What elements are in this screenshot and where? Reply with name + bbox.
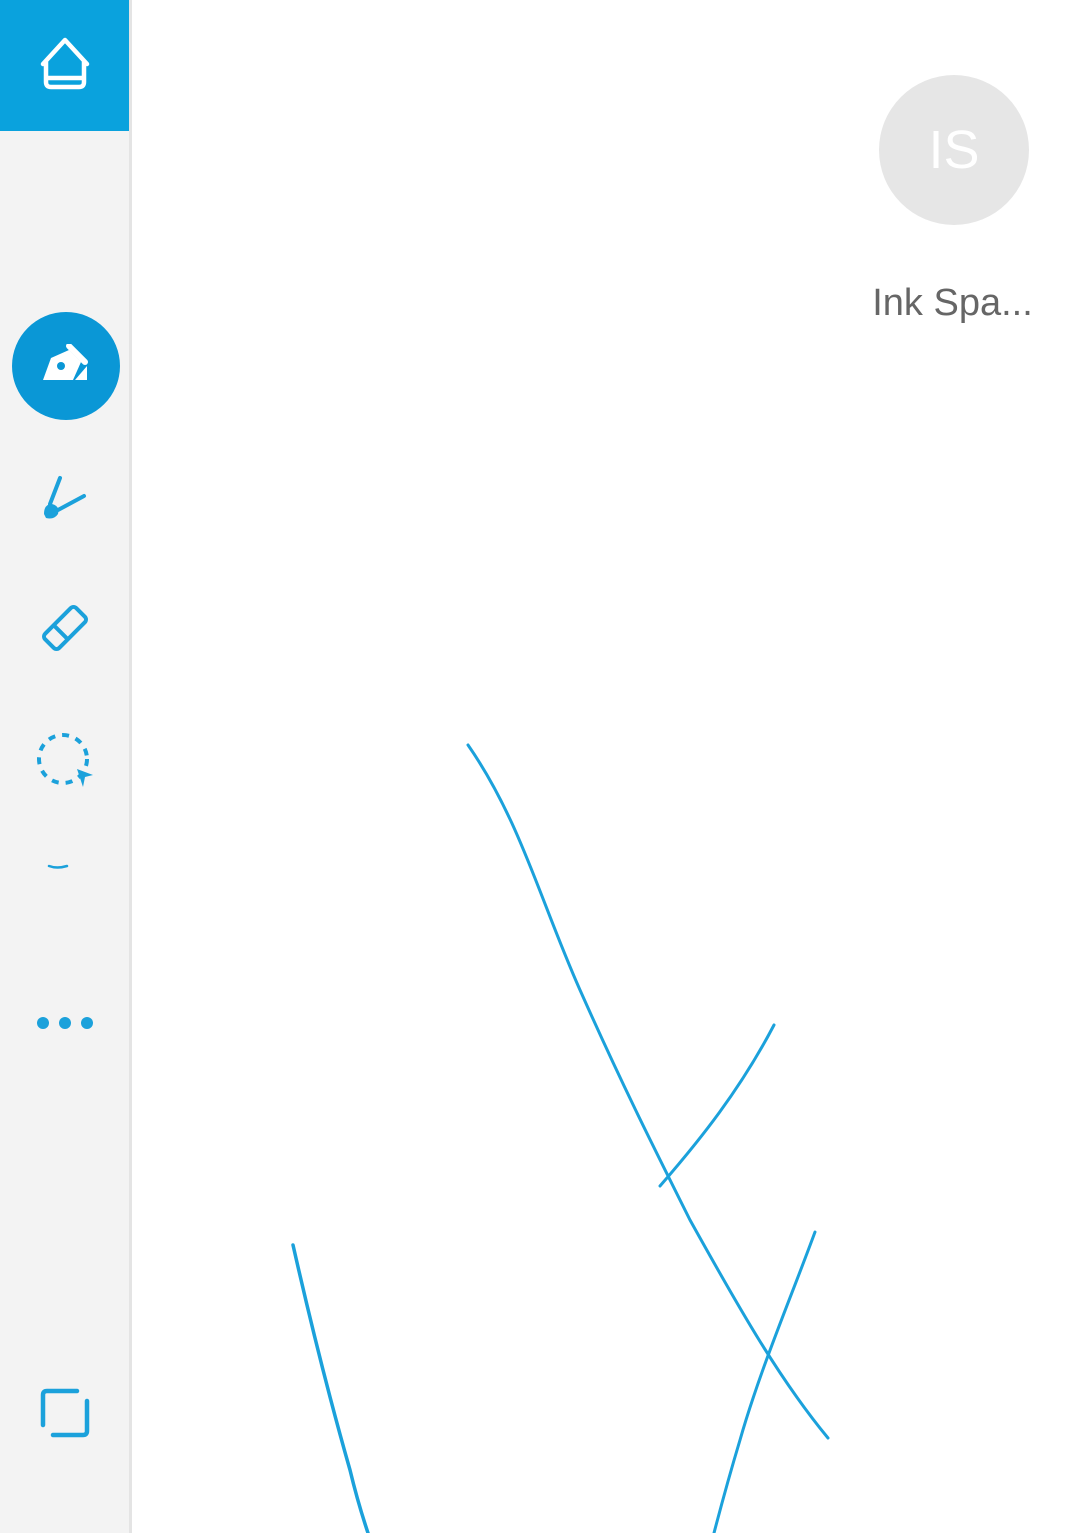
more-dots-icon <box>35 1015 95 1036</box>
home-button[interactable] <box>0 0 129 131</box>
eraser-icon <box>37 600 93 661</box>
fit-screen-button[interactable] <box>0 1380 129 1450</box>
stroke-preview-icon <box>45 859 85 877</box>
lasso-select-tool-button[interactable] <box>0 728 129 798</box>
more-button[interactable] <box>0 1005 129 1045</box>
drawing-canvas[interactable] <box>132 0 1080 1533</box>
lasso-select-icon <box>35 731 95 796</box>
fit-screen-icon <box>37 1385 93 1446</box>
home-icon <box>40 36 90 95</box>
notebook-title: Ink Spa... <box>872 282 1033 324</box>
eraser-tool-button[interactable] <box>0 595 129 665</box>
pen-color-indicator[interactable] <box>0 860 129 876</box>
highlighter-tool-button[interactable] <box>0 465 129 535</box>
avatar-initials: IS <box>928 120 980 180</box>
pen-icon <box>41 342 91 389</box>
pen-tool-button[interactable] <box>12 312 120 420</box>
tool-sidebar <box>0 0 132 1533</box>
avatar[interactable]: IS <box>879 75 1029 225</box>
highlighter-icon <box>40 474 90 527</box>
